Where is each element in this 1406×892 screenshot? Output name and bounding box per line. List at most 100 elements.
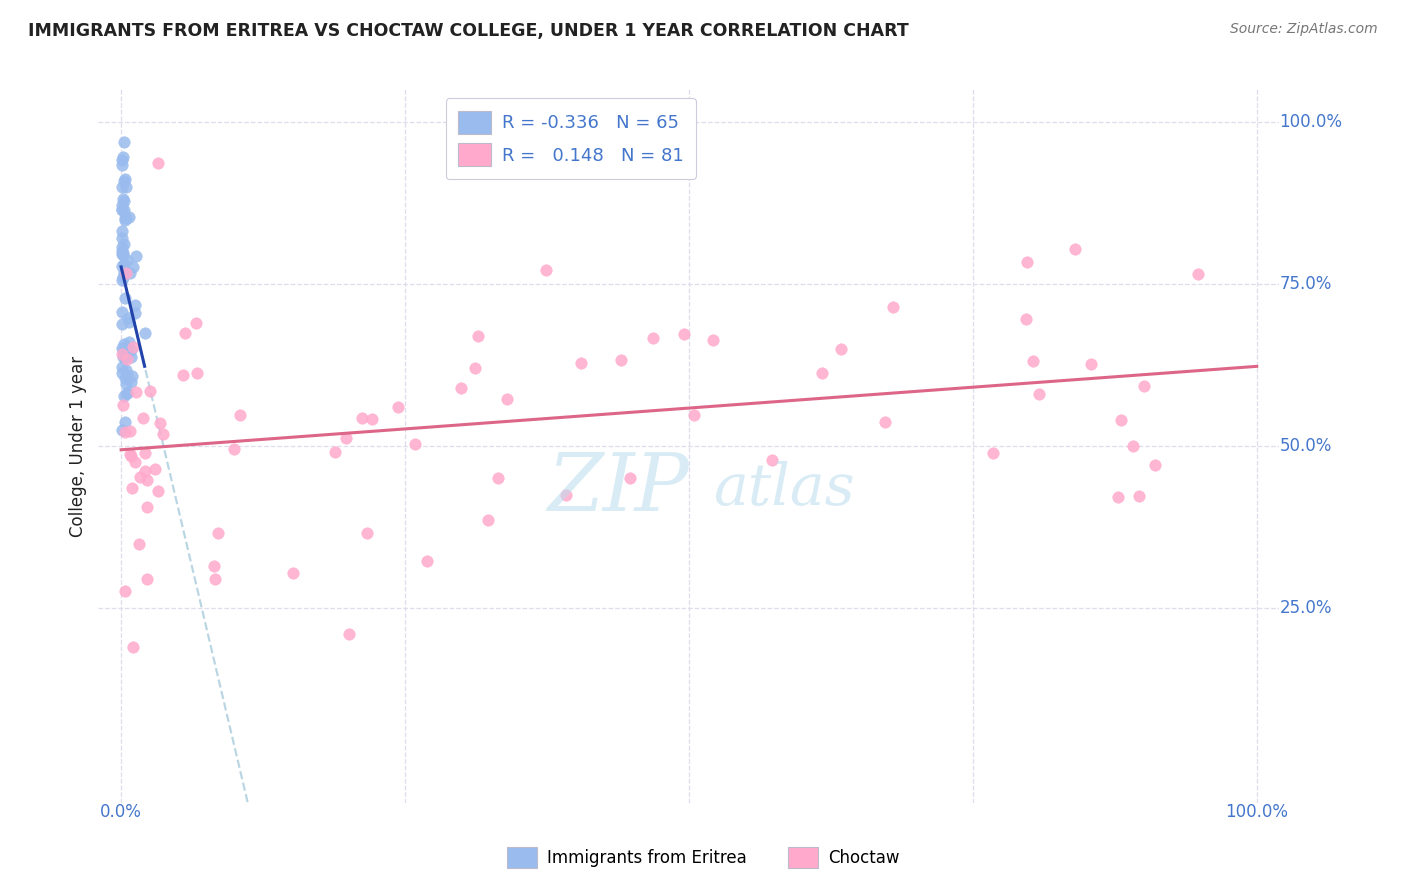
Point [111, 231, 134, 245]
Point [111, 347, 134, 361]
Point [702, 333, 724, 347]
Point [229, 408, 252, 422]
Point [111, 202, 134, 216]
Point [112, 264, 135, 278]
Text: 100.0%: 100.0% [1225, 803, 1288, 821]
Point [114, 583, 136, 598]
Point [111, 247, 134, 261]
Point [111, 341, 134, 355]
Point [610, 353, 633, 368]
Point [111, 317, 134, 331]
Point [360, 412, 382, 426]
Point [124, 455, 146, 469]
Point [111, 360, 134, 375]
Point [118, 211, 141, 225]
Point [112, 192, 135, 206]
Point [184, 316, 207, 330]
Point [135, 500, 157, 514]
Point [496, 392, 519, 406]
Point [1064, 242, 1087, 256]
Point [1080, 357, 1102, 371]
Point [186, 367, 208, 381]
Point [114, 425, 136, 440]
Point [467, 329, 489, 343]
Point [450, 381, 472, 395]
Point [882, 300, 904, 314]
Point [202, 558, 225, 573]
Point [477, 513, 499, 527]
Point [112, 246, 135, 260]
Point [114, 389, 136, 403]
Point [118, 447, 141, 461]
Legend: R = -0.336   N = 65, R =   0.148   N = 81: R = -0.336 N = 65, R = 0.148 N = 81 [446, 98, 696, 179]
Point [138, 384, 160, 399]
Point [761, 453, 783, 467]
Point [120, 350, 142, 364]
Point [1015, 255, 1038, 269]
Point [224, 442, 246, 457]
Point [1014, 311, 1036, 326]
Point [121, 481, 143, 495]
Point [114, 351, 136, 366]
Point [111, 224, 134, 238]
Point [111, 304, 134, 318]
Text: ZIP: ZIP [547, 450, 689, 527]
Point [204, 572, 226, 586]
Point [115, 343, 138, 358]
Text: atlas: atlas [713, 460, 855, 517]
Point [111, 272, 134, 286]
Point [115, 368, 138, 382]
Text: 0.0%: 0.0% [100, 803, 142, 821]
Point [146, 483, 169, 498]
Point [111, 203, 134, 218]
Point [112, 337, 135, 351]
Point [111, 398, 134, 412]
Point [125, 384, 148, 399]
Point [114, 211, 136, 225]
Point [121, 369, 143, 384]
Point [283, 566, 305, 580]
Point [124, 298, 146, 312]
Point [672, 327, 695, 342]
Point [114, 202, 136, 217]
Point [174, 326, 197, 340]
Point [356, 526, 378, 541]
Point [112, 257, 135, 271]
Point [111, 259, 134, 273]
Text: IMMIGRANTS FROM ERITREA VS CHOCTAW COLLEGE, UNDER 1 YEAR CORRELATION CHART: IMMIGRANTS FROM ERITREA VS CHOCTAW COLLE… [28, 22, 908, 40]
Point [1021, 353, 1043, 368]
Point [337, 626, 360, 640]
Point [112, 343, 135, 357]
Point [641, 331, 664, 345]
Point [111, 423, 134, 437]
Point [146, 156, 169, 170]
Point [136, 473, 159, 487]
Point [125, 248, 148, 262]
Point [1109, 413, 1132, 427]
Point [114, 194, 136, 208]
Point [149, 417, 172, 431]
Point [121, 340, 143, 354]
Point [118, 315, 141, 329]
Y-axis label: College, Under 1 year: College, Under 1 year [69, 355, 87, 537]
Point [111, 244, 134, 259]
Point [114, 371, 136, 385]
Point [115, 363, 138, 377]
Point [335, 431, 357, 445]
Point [120, 266, 142, 280]
Point [387, 400, 409, 414]
Legend: Immigrants from Eritrea, Choctaw: Immigrants from Eritrea, Choctaw [501, 840, 905, 875]
Point [111, 240, 134, 254]
Point [350, 411, 373, 425]
Point [132, 411, 155, 425]
Point [114, 292, 136, 306]
Point [121, 260, 143, 274]
Point [152, 427, 174, 442]
Point [619, 471, 641, 485]
Point [134, 326, 156, 341]
Point [129, 470, 152, 484]
Point [120, 450, 142, 464]
Point [115, 351, 138, 366]
Point [114, 171, 136, 186]
Point [115, 266, 138, 280]
